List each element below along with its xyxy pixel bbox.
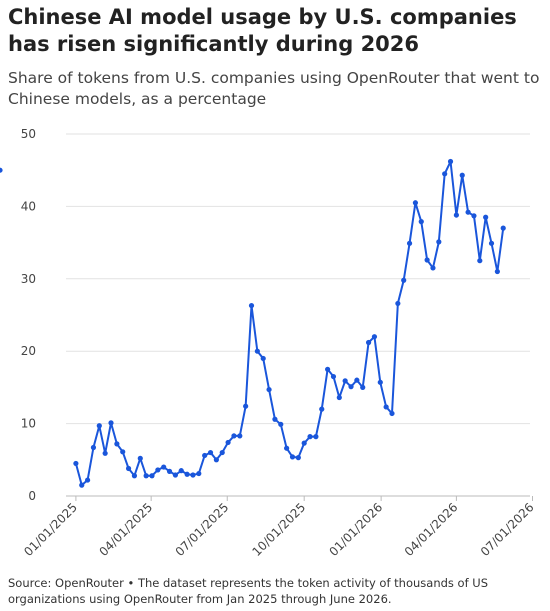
data-point	[207, 449, 214, 456]
data-point	[90, 444, 97, 451]
data-point	[418, 219, 424, 225]
x-tick-label: 07/01/2026	[478, 500, 537, 559]
data-point	[202, 452, 208, 459]
data-point	[73, 460, 79, 467]
data-point	[471, 213, 477, 219]
data-point	[272, 416, 278, 422]
data-point	[248, 302, 255, 309]
data-point	[131, 473, 138, 479]
data-point	[406, 240, 413, 246]
data-point	[289, 454, 296, 460]
data-point	[354, 377, 360, 383]
data-point	[342, 378, 348, 384]
x-tick-label: 07/01/2025	[173, 500, 232, 559]
data-point	[266, 386, 272, 393]
data-point	[284, 445, 290, 451]
x-tick-label: 01/01/2025	[21, 500, 80, 559]
data-point	[442, 171, 448, 177]
data-point	[395, 300, 401, 307]
data-point	[260, 355, 266, 362]
data-point	[371, 334, 378, 340]
data-point	[424, 257, 430, 263]
y-tick-label: 40	[21, 199, 36, 213]
data-point	[488, 240, 495, 246]
data-point	[237, 433, 243, 439]
data-point	[102, 450, 108, 456]
data-point	[336, 394, 342, 401]
data-point	[219, 449, 225, 456]
data-point	[436, 239, 442, 245]
data-point	[243, 403, 249, 409]
y-tick-label: 10	[21, 417, 36, 431]
x-tick-label: 10/01/2025	[250, 500, 309, 559]
data-point	[307, 434, 313, 440]
data-point	[155, 467, 161, 473]
data-point	[184, 471, 190, 477]
data-point	[494, 268, 500, 275]
data-point	[114, 441, 120, 447]
data-point	[365, 339, 372, 346]
data-point	[79, 482, 85, 488]
chart-title: Chinese AI model usage by U.S. companies…	[8, 5, 517, 56]
data-point	[295, 455, 301, 461]
data-point	[325, 366, 331, 372]
data-point	[377, 379, 383, 385]
data-point	[225, 439, 231, 446]
data-point	[172, 472, 179, 478]
data-point	[447, 158, 454, 165]
data-point	[459, 172, 465, 178]
data-point	[190, 472, 196, 478]
x-tick-label: 04/01/2025	[96, 500, 155, 559]
data-point	[483, 214, 489, 220]
data-point	[313, 434, 319, 440]
y-tick-label: 30	[21, 272, 36, 286]
data-point	[143, 473, 149, 479]
data-point	[319, 406, 325, 412]
data-point	[149, 473, 155, 479]
data-point	[412, 200, 419, 206]
data-point	[178, 468, 184, 474]
data-point	[254, 348, 260, 354]
data-point	[453, 212, 459, 218]
source-note: Source: OpenRouter • The dataset represe…	[8, 576, 489, 606]
data-point	[348, 384, 354, 390]
data-point	[360, 384, 366, 390]
chart: 0 10 20 30 40 50 01/01/2025 04/01/2025 07/01/202…	[0, 127, 537, 559]
y-tick-label: 50	[21, 127, 36, 141]
data-point	[330, 373, 337, 380]
data-point	[120, 449, 126, 455]
data-point	[108, 420, 114, 426]
data-point	[231, 433, 237, 439]
x-tick-label: 04/01/2026	[402, 500, 461, 559]
data-point	[125, 465, 132, 472]
data-point	[389, 410, 395, 417]
data-point	[278, 421, 284, 427]
chart-subtitle: Share of tokens from U.S. companies usin…	[8, 69, 540, 108]
data-point	[0, 167, 3, 173]
data-line	[74, 160, 505, 487]
data-point	[383, 404, 389, 410]
data-point	[84, 477, 91, 483]
y-tick-label: 20	[21, 344, 36, 358]
data-point	[166, 468, 173, 474]
data-point	[137, 455, 143, 461]
y-tick-label: 0	[28, 489, 36, 503]
data-point	[500, 225, 506, 231]
data-point	[213, 457, 219, 463]
data-point	[161, 464, 167, 470]
data-point	[196, 470, 202, 477]
data-point	[96, 423, 102, 429]
data-point	[301, 440, 307, 446]
data-point	[401, 277, 407, 283]
x-tick-label: 01/01/2026	[326, 500, 385, 559]
data-point	[477, 258, 483, 264]
data-point	[465, 209, 471, 215]
data-point	[430, 265, 436, 271]
